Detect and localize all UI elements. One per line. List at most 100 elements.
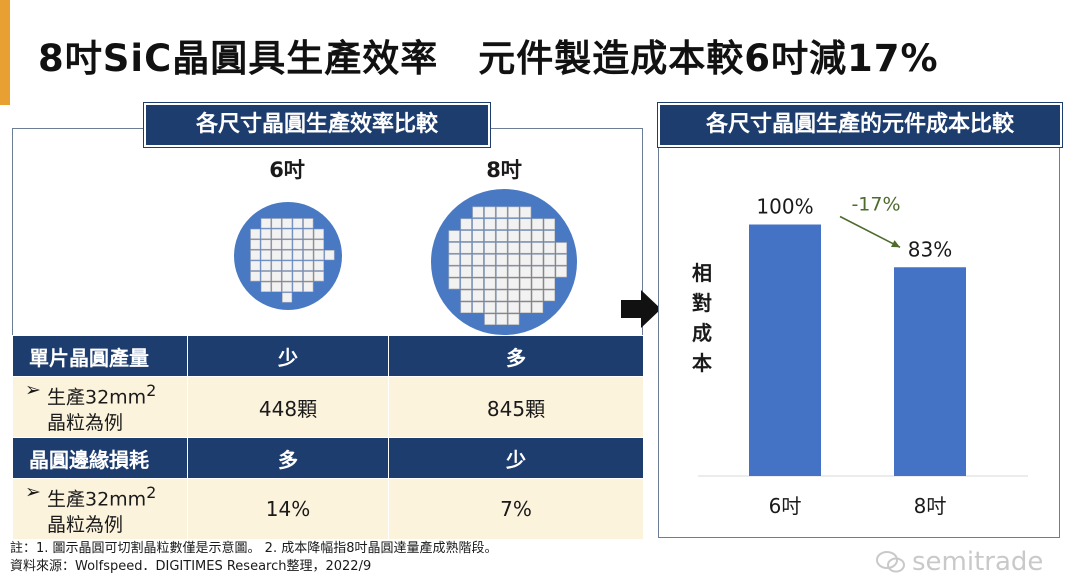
die	[484, 206, 496, 218]
die	[303, 239, 314, 250]
category-label-1: 8吋	[914, 494, 947, 518]
die	[282, 292, 293, 303]
die	[472, 206, 484, 218]
sublabel-line2: 晶粒為例	[47, 411, 124, 434]
die	[531, 230, 544, 242]
die	[460, 301, 472, 313]
cell-6inch: 多	[187, 437, 389, 479]
die	[484, 289, 496, 302]
watermark: semitrade	[876, 547, 1043, 577]
die	[260, 260, 271, 271]
die	[484, 278, 496, 290]
table-row-yield: 單片晶圓產量 少 多	[12, 335, 644, 377]
bullet-arrow-icon: ➢	[25, 481, 41, 504]
die	[313, 239, 324, 250]
die	[448, 254, 460, 266]
footnote-line1: 註：1. 圖示晶圓可切割晶粒數僅是示意圖。 2. 成本降幅指8吋晶圓達量產成熟階…	[10, 541, 498, 556]
die	[303, 218, 314, 229]
die	[543, 254, 555, 266]
cell-8inch: 7%	[388, 478, 644, 540]
row-label: 晶圓邊緣損耗	[12, 437, 188, 479]
die	[508, 266, 520, 278]
die	[543, 230, 555, 242]
die	[508, 206, 520, 218]
die	[260, 218, 271, 229]
accent-bar	[0, 0, 10, 105]
die	[531, 254, 544, 266]
die	[282, 239, 293, 250]
die	[292, 218, 303, 229]
die	[472, 278, 484, 290]
cost-panel	[658, 128, 1060, 538]
die	[313, 260, 324, 271]
wafer-8inch-diagram	[431, 189, 577, 335]
die	[496, 206, 508, 218]
die	[271, 239, 282, 250]
die	[271, 281, 282, 292]
die	[292, 228, 303, 239]
die	[260, 239, 271, 250]
die	[448, 230, 460, 242]
die	[496, 289, 508, 302]
die	[520, 266, 532, 278]
die	[472, 242, 484, 254]
page-title: 8吋SiC晶圓具生產效率 元件製造成本較6吋減17%	[38, 28, 1068, 80]
die	[472, 289, 484, 302]
table-row-die-count: ➢ 生產32mm2 晶粒為例 448顆 845顆	[12, 376, 644, 438]
cell-8inch: 845顆	[388, 376, 644, 438]
die	[271, 218, 282, 229]
die	[460, 230, 472, 242]
die	[543, 266, 555, 278]
die	[250, 260, 261, 271]
die	[496, 242, 508, 254]
footnotes: 註：1. 圖示晶圓可切割晶粒數僅是示意圖。 2. 成本降幅指8吋晶圓達量產成熟階…	[10, 540, 497, 576]
bar-0	[749, 224, 821, 476]
die	[508, 278, 520, 290]
die	[271, 250, 282, 261]
die	[271, 271, 282, 282]
die	[260, 271, 271, 282]
cell-8inch: 多	[388, 335, 644, 377]
efficiency-panel-header: 各尺寸晶圓生產效率比較	[144, 103, 490, 147]
die	[508, 301, 520, 313]
category-label-0: 6吋	[769, 494, 802, 518]
data-label-1: 83%	[908, 237, 952, 261]
die	[292, 239, 303, 250]
right-arrow-icon	[621, 290, 661, 328]
die	[531, 242, 544, 254]
die	[303, 281, 314, 292]
die	[531, 289, 544, 302]
sublabel-line2: 晶粒為例	[47, 513, 124, 536]
die	[282, 228, 293, 239]
die	[313, 271, 324, 282]
title-part2: 元件製造成本較6吋減17%	[478, 37, 939, 80]
die	[543, 242, 555, 254]
die	[472, 254, 484, 266]
die	[292, 250, 303, 261]
die	[555, 266, 567, 278]
die	[484, 230, 496, 242]
die	[520, 254, 532, 266]
die	[496, 278, 508, 290]
die	[508, 242, 520, 254]
source-line: 資料來源：Wolfspeed．DIGITIMES Research整理，2022…	[10, 559, 372, 574]
wafer-label-8inch: 8吋	[486, 158, 522, 182]
die	[448, 242, 460, 254]
wafer-label-6inch: 6吋	[269, 158, 305, 182]
table-row-edge-loss: 晶圓邊緣損耗 多 少	[12, 437, 644, 479]
die	[484, 254, 496, 266]
die	[484, 218, 496, 230]
die	[484, 301, 496, 313]
die	[472, 230, 484, 242]
die	[508, 218, 520, 230]
data-label-0: 100%	[756, 195, 813, 219]
comparison-table: 單片晶圓產量 少 多 ➢ 生產32mm2 晶粒為例 448顆 845顆 晶圓邊緣損…	[12, 335, 644, 540]
die	[448, 278, 460, 290]
die	[313, 228, 324, 239]
die	[460, 218, 472, 230]
die	[484, 266, 496, 278]
die	[250, 228, 261, 239]
die	[520, 206, 532, 218]
die	[543, 278, 555, 290]
die	[496, 313, 508, 325]
